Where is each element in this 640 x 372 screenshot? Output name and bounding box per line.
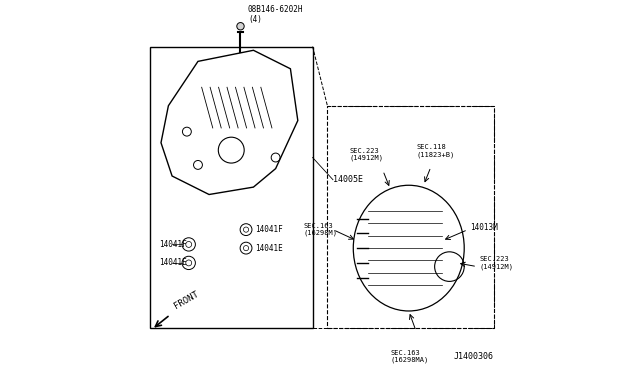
Bar [328, 106, 494, 328]
Bar [150, 46, 312, 328]
Text: 08B146-6202H
(4): 08B146-6202H (4) [248, 5, 303, 25]
Text: FRONT: FRONT [172, 290, 200, 311]
Text: SEC.118
(11823+B): SEC.118 (11823+B) [416, 144, 454, 157]
Text: J1400306: J1400306 [454, 352, 494, 361]
Circle shape [237, 23, 244, 30]
Text: 14041E: 14041E [159, 259, 187, 267]
Text: 14013M: 14013M [470, 223, 497, 232]
Text: 14041E: 14041E [255, 244, 283, 253]
Text: SEC.163
(16298M): SEC.163 (16298M) [303, 223, 337, 236]
Text: 14005E: 14005E [333, 175, 363, 184]
Text: SEC.223
(14912M): SEC.223 (14912M) [349, 148, 383, 161]
Text: SEC.223
(14912M): SEC.223 (14912M) [479, 256, 513, 270]
Text: 14041F: 14041F [255, 225, 283, 234]
Text: 14041F: 14041F [159, 240, 187, 249]
Text: SEC.163
(16298MA): SEC.163 (16298MA) [390, 350, 429, 363]
